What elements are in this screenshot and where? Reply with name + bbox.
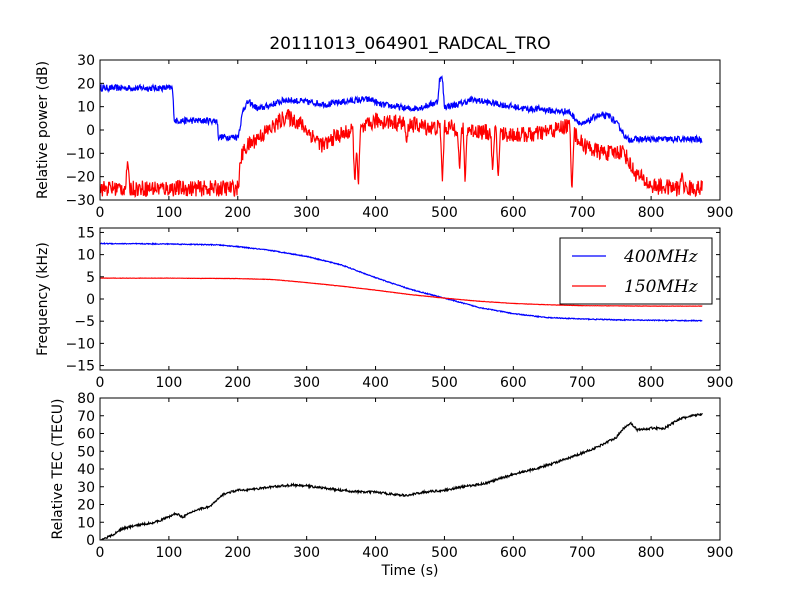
- x-axis-label: Time (s): [381, 563, 439, 579]
- legend: 400MHz 150MHz: [559, 237, 713, 305]
- y-tick-label: 80: [77, 391, 95, 407]
- x-tick-label: 700: [569, 545, 596, 561]
- x-tick-label: 900: [707, 545, 734, 561]
- y-tick-label: 60: [77, 427, 95, 443]
- x-tick-label: 300: [293, 545, 320, 561]
- x-tick-label: 200: [224, 205, 251, 221]
- x-tick-label: 400: [362, 375, 389, 391]
- x-tick-label: 200: [224, 375, 251, 391]
- legend-label: 150MHz: [624, 277, 699, 297]
- y-tick-label: 50: [77, 444, 95, 460]
- x-tick-label: 900: [707, 205, 734, 221]
- x-tick-label: 0: [96, 375, 105, 391]
- x-tick-label: 500: [431, 205, 458, 221]
- series-line-red: [100, 109, 703, 199]
- y-tick-label: 10: [77, 248, 95, 264]
- series-line-black: [100, 412, 703, 540]
- x-tick-label: 600: [500, 205, 527, 221]
- y-tick-label: −10: [65, 146, 95, 162]
- x-tick-label: 300: [293, 375, 320, 391]
- y-tick-label: −10: [65, 336, 95, 352]
- axes-frame: [99, 397, 721, 541]
- panel-2: 0 100 200 300 400 500 600 700 800 900010203040506…: [50, 391, 733, 579]
- x-tick-label: 400: [362, 205, 389, 221]
- y-axis-label: Frequency (kHz): [35, 242, 51, 356]
- y-tick-label: 30: [77, 53, 95, 69]
- y-tick-label: −20: [65, 170, 95, 186]
- plot-area: [100, 75, 703, 199]
- x-tick-label: 500: [431, 375, 458, 391]
- plot-area: [100, 412, 703, 540]
- x-tick-label: 800: [638, 375, 665, 391]
- y-tick-label: 20: [77, 498, 95, 514]
- x-tick-label: 800: [638, 545, 665, 561]
- x-tick-label: 200: [224, 545, 251, 561]
- y-tick-label: −30: [65, 193, 95, 209]
- y-tick-label: 30: [77, 480, 95, 496]
- x-tick-label: 400: [362, 545, 389, 561]
- legend-label: 400MHz: [623, 247, 699, 267]
- y-tick-label: 40: [77, 462, 95, 478]
- x-tick-label: 0: [96, 205, 105, 221]
- y-axis-label: Relative TEC (TECU): [50, 399, 66, 540]
- x-tick-label: 300: [293, 205, 320, 221]
- y-axis-label: Relative power (dB): [35, 61, 51, 199]
- x-tick-label: 800: [638, 205, 665, 221]
- panel-1: 0 100 200 300 400 500 600 700 800 900 −15 −10 −5 0 5 10…: [35, 225, 733, 391]
- x-tick-label: 100: [156, 205, 183, 221]
- panel-0: 0 100 200 300 400 500 600 700 800 900 −30 −20 −10 0 10…: [35, 53, 733, 221]
- series-line-400mhz: [100, 241, 703, 323]
- chart-title: 20111013_064901_RADCAL_TRO: [269, 34, 550, 54]
- axes-frame: [99, 59, 721, 201]
- y-tick-label: 15: [77, 225, 95, 241]
- series-line-blue: [100, 75, 703, 145]
- x-tick-label: 700: [569, 375, 596, 391]
- x-tick-label: 100: [156, 375, 183, 391]
- y-tick-label: 10: [77, 515, 95, 531]
- y-tick-label: 0: [86, 292, 95, 308]
- x-tick-label: 600: [500, 545, 527, 561]
- x-tick-label: 700: [569, 205, 596, 221]
- y-tick-label: 70: [77, 409, 95, 425]
- y-tick-label: −5: [74, 314, 95, 330]
- y-tick-label: 0: [86, 123, 95, 139]
- x-tick-label: 500: [431, 545, 458, 561]
- y-tick-label: 20: [77, 76, 95, 92]
- x-tick-label: 600: [500, 375, 527, 391]
- y-tick-label: 0: [86, 533, 95, 549]
- x-tick-label: 100: [156, 545, 183, 561]
- plot-area: [100, 241, 703, 323]
- y-tick-label: 10: [77, 100, 95, 116]
- y-tick-label: −15: [65, 359, 95, 375]
- y-tick-label: 5: [86, 270, 95, 286]
- series-line-150mhz: [100, 277, 703, 307]
- x-tick-label: 0: [96, 545, 105, 561]
- x-tick-label: 900: [707, 375, 734, 391]
